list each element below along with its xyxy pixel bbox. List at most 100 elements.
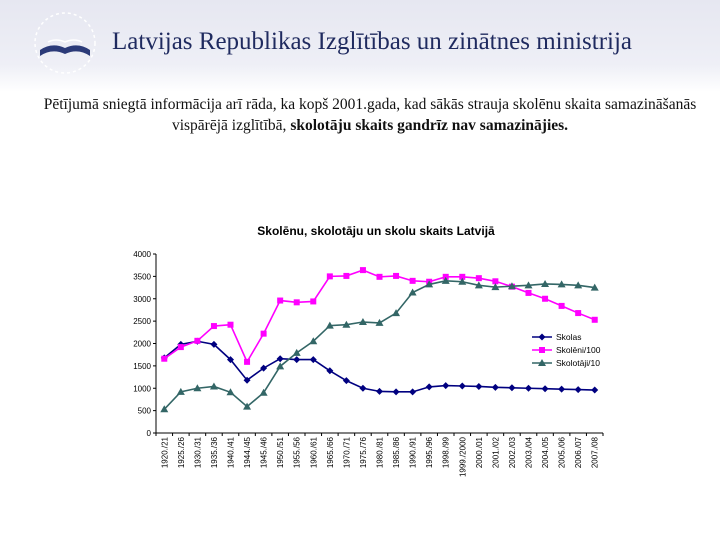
- x-tick-label: 1925./26: [177, 436, 186, 468]
- data-point: [260, 330, 267, 337]
- data-point: [343, 272, 350, 279]
- data-point: [575, 310, 582, 317]
- data-point: [524, 281, 533, 289]
- data-point: [474, 281, 483, 289]
- x-tick-label: 1950./51: [276, 436, 285, 468]
- data-point: [161, 355, 168, 362]
- data-point: [160, 405, 169, 413]
- data-point: [276, 355, 284, 363]
- data-point: [326, 367, 334, 375]
- data-point: [243, 402, 252, 410]
- legend-label: Skolas: [556, 332, 582, 342]
- x-tick-label: 1944./45: [243, 436, 252, 468]
- data-point: [558, 302, 565, 309]
- data-point: [525, 289, 532, 296]
- chart-axes: 0 500 1000 1500 2000 2500 3000 3500 4000 1920./21…: [133, 250, 604, 477]
- data-point: [392, 309, 401, 317]
- data-point: [210, 340, 218, 348]
- legend-marker: [538, 359, 546, 366]
- data-point: [293, 299, 300, 306]
- x-tick-label: 1955./56: [293, 436, 302, 468]
- data-point: [227, 321, 234, 328]
- data-point: [193, 384, 202, 392]
- legend-marker: [539, 347, 545, 353]
- x-tick-label: 1985./86: [392, 436, 401, 468]
- header-banner: Latvijas Republikas Izglītības un zinātn…: [0, 0, 720, 92]
- data-point: [244, 358, 251, 365]
- x-tick-label: 1995./96: [425, 436, 434, 468]
- data-point: [342, 320, 351, 328]
- data-point: [442, 273, 449, 280]
- data-point: [475, 275, 482, 282]
- y-tick-label: 2500: [133, 317, 151, 326]
- x-tick-label: 2004./05: [541, 436, 550, 468]
- series-3: [160, 276, 599, 413]
- data-point: [376, 273, 383, 280]
- legend-label: Skolēni/100: [556, 345, 601, 355]
- data-point: [325, 321, 334, 329]
- data-point: [176, 387, 185, 395]
- series-line: [163, 340, 595, 393]
- x-tick-label: 1920./21: [160, 436, 169, 468]
- x-tick-label: 2007./08: [591, 436, 600, 468]
- data-point: [227, 356, 234, 364]
- data-point: [491, 283, 500, 291]
- intro-paragraph: Pētījumā sniegtā informācija arī rāda, k…: [40, 94, 700, 136]
- data-point: [393, 272, 400, 279]
- x-tick-label: 1965./66: [326, 436, 335, 468]
- page-title: Latvijas Republikas Izglītības un zinātn…: [112, 28, 633, 55]
- data-point: [392, 388, 400, 396]
- data-point: [508, 384, 516, 392]
- y-tick-label: 1500: [133, 362, 151, 371]
- data-point: [591, 316, 598, 323]
- x-tick-label: 2003./04: [525, 436, 534, 468]
- y-tick-label: 500: [138, 407, 152, 416]
- chart-title: Skolēnu, skolotāju un skolu skaits Latvi…: [257, 224, 495, 238]
- chart-legend: Skolas Skolēni/100 Skolotāji/10: [532, 332, 601, 368]
- data-point: [326, 273, 333, 280]
- data-point: [292, 348, 301, 356]
- data-point: [408, 288, 417, 296]
- data-point: [590, 283, 599, 291]
- x-tick-label: 1960./61: [309, 436, 318, 468]
- data-point: [342, 377, 350, 385]
- x-tick-label: 1945./46: [260, 436, 269, 468]
- data-point: [475, 382, 483, 390]
- x-tick-label: 1930./31: [193, 436, 202, 468]
- chart-series: [160, 267, 599, 413]
- data-point: [557, 280, 566, 288]
- x-tick-label: 1998./99: [442, 436, 451, 468]
- x-tick-label: 1980./81: [376, 436, 385, 468]
- data-point: [177, 344, 184, 351]
- paragraph-bold-text: skolotāju skaits gandrīz nav samazinājie…: [290, 117, 569, 134]
- data-point: [558, 385, 566, 393]
- data-point: [591, 386, 599, 394]
- data-point: [276, 362, 285, 370]
- data-point: [425, 383, 433, 391]
- data-point: [425, 280, 434, 288]
- legend-label: Skolotāji/10: [556, 358, 600, 368]
- y-tick-label: 3000: [133, 295, 151, 304]
- x-tick-label: 2001./02: [491, 436, 500, 468]
- data-point: [409, 277, 416, 284]
- data-point: [358, 318, 367, 326]
- paragraph-text: Pētījumā sniegtā informācija arī rāda, k…: [43, 96, 697, 134]
- data-point: [492, 278, 499, 285]
- data-point: [309, 337, 318, 345]
- data-point: [293, 356, 301, 364]
- legend-marker: [538, 333, 546, 341]
- x-tick-label: 1970./71: [342, 436, 351, 468]
- data-point: [458, 277, 467, 285]
- series-1: [160, 337, 599, 396]
- data-point: [574, 386, 582, 394]
- data-point: [375, 318, 384, 326]
- data-point: [541, 279, 550, 287]
- data-point: [574, 281, 583, 289]
- data-point: [491, 383, 499, 391]
- x-tick-label: 2002./03: [508, 436, 517, 468]
- data-point: [210, 323, 217, 330]
- data-point: [359, 267, 366, 274]
- y-tick-label: 3500: [133, 272, 151, 281]
- series-line: [163, 269, 596, 364]
